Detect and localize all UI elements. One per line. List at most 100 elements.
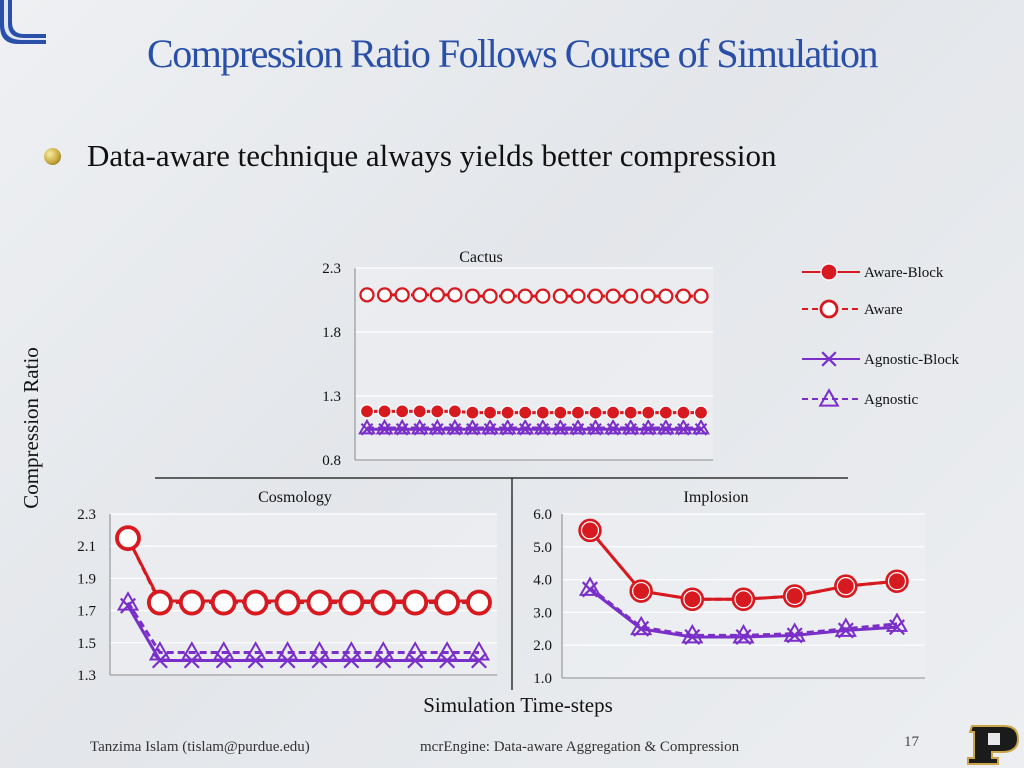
- data-point-aware-block: [836, 577, 855, 596]
- data-point-agnostic: [308, 641, 331, 661]
- data-point-aware-block: [412, 404, 427, 419]
- university-logo: [967, 725, 1020, 765]
- data-point-agnostic: [358, 418, 376, 435]
- data-point-agnostic: [551, 418, 570, 435]
- data-point-agnostic: [692, 418, 710, 435]
- data-point-agnostic: [604, 418, 622, 435]
- legend-marker: [821, 351, 837, 367]
- data-point-agnostic: [116, 591, 140, 611]
- data-point-agnostic: [783, 622, 806, 642]
- data-point-aware: [570, 288, 586, 304]
- data-point-aware: [552, 288, 569, 304]
- data-point-aware-block: [500, 405, 515, 420]
- data-point-agnostic: [180, 641, 203, 661]
- data-point-agnostic: [578, 576, 602, 596]
- chart-implosion: 1.0 2.0 3.0 4.0 5.0 6.0 Implosion: [533, 489, 925, 687]
- data-point-aware: [146, 589, 173, 616]
- y-tick-label: 1.8: [322, 325, 341, 341]
- data-point-agnostic: [885, 612, 909, 632]
- data-point-aware-block: [482, 405, 498, 420]
- data-point-agnostic: [446, 418, 464, 435]
- data-point-aware-block: [447, 404, 462, 419]
- data-point-aware: [115, 525, 141, 552]
- data-point-agnostic-block: [247, 652, 264, 669]
- data-point-aware: [210, 589, 237, 616]
- data-point-aware-block: [518, 405, 533, 420]
- data-point-agnostic-block: [151, 652, 168, 669]
- data-point-agnostic: [393, 418, 412, 435]
- data-point-agnostic: [569, 418, 587, 435]
- series-aware: [115, 525, 492, 616]
- data-point-agnostic: [148, 641, 171, 661]
- data-point-aware: [466, 589, 492, 616]
- legend-label: Aware-Block: [864, 265, 944, 281]
- data-point-agnostic-block: [215, 652, 232, 669]
- legend-label: Aware: [864, 302, 903, 318]
- legend-label: Agnostic: [864, 392, 919, 408]
- y-tick-label: 2.1: [77, 539, 96, 555]
- data-point-aware-block: [641, 405, 656, 420]
- data-point-agnostic: [834, 617, 857, 637]
- data-point-aware: [338, 589, 365, 616]
- y-tick-label: 4.0: [533, 573, 552, 589]
- legend-marker: [820, 263, 838, 281]
- data-point-aware-block: [570, 405, 586, 420]
- data-point-aware-block: [623, 405, 638, 420]
- chart-title: Implosion: [684, 489, 749, 506]
- y-tick-label: 1.0: [533, 671, 552, 687]
- data-point-agnostic: [498, 418, 517, 435]
- x-axis-label: Simulation Time-steps: [423, 693, 613, 717]
- y-tick-label: 6.0: [533, 507, 552, 523]
- y-tick-label: 0.8: [322, 453, 341, 469]
- y-tick-label: 1.9: [77, 571, 96, 587]
- y-tick-label: 3.0: [533, 605, 552, 621]
- data-point-agnostic: [410, 418, 429, 435]
- bullet-item: Data-aware technique always yields bette…: [44, 138, 776, 174]
- data-point-agnostic: [639, 418, 658, 435]
- legend-marker: [818, 388, 840, 407]
- y-tick-label: 2.0: [533, 638, 552, 654]
- chart-title: Cosmology: [258, 489, 332, 506]
- data-point-aware-block: [377, 404, 392, 419]
- data-point-aware: [429, 287, 445, 303]
- data-point-aware: [447, 287, 463, 303]
- data-point-aware: [178, 589, 205, 616]
- y-axis-label: Compression Ratio: [19, 347, 43, 509]
- data-point-agnostic: [516, 418, 535, 435]
- legend-label: Agnostic-Block: [864, 352, 959, 368]
- data-point-agnostic: [276, 641, 299, 661]
- data-point-aware: [587, 288, 604, 304]
- chart-legend: Aware-Block Aware Agnostic-Block Agnostic: [802, 263, 959, 408]
- data-point-aware: [394, 287, 410, 303]
- data-point-aware: [658, 288, 674, 304]
- legend-item-aware: Aware: [802, 299, 903, 319]
- data-point-agnostic-block: [407, 652, 424, 669]
- slide-title: Compression Ratio Follows Course of Simu…: [147, 31, 878, 76]
- data-point-aware-block: [676, 405, 691, 420]
- data-point-agnostic: [467, 641, 491, 661]
- y-tick-label: 1.3: [77, 668, 96, 684]
- y-tick-label: 2.3: [77, 507, 96, 523]
- data-point-agnostic: [428, 418, 447, 435]
- data-point-aware-block: [683, 590, 702, 609]
- data-point-agnostic: [404, 641, 427, 661]
- y-tick-label: 2.3: [322, 261, 341, 277]
- data-point-agnostic: [732, 623, 755, 644]
- data-point-agnostic: [436, 641, 459, 661]
- data-point-agnostic: [244, 641, 267, 661]
- data-point-aware-block: [693, 405, 709, 420]
- data-point-aware-block: [588, 405, 603, 420]
- series-agnostic: [116, 591, 491, 661]
- data-point-agnostic: [656, 418, 675, 435]
- data-point-aware-block: [887, 572, 907, 591]
- data-point-aware-block: [580, 521, 600, 540]
- data-point-agnostic-block: [375, 652, 392, 669]
- plot-area: [110, 514, 497, 675]
- data-point-aware: [675, 288, 692, 304]
- data-point-aware: [412, 287, 428, 303]
- data-point-agnostic-block: [343, 652, 360, 669]
- footer-author: Tanzima Islam (tislam@purdue.edu): [90, 739, 310, 755]
- data-point-aware: [434, 589, 461, 616]
- data-point-aware: [370, 589, 397, 616]
